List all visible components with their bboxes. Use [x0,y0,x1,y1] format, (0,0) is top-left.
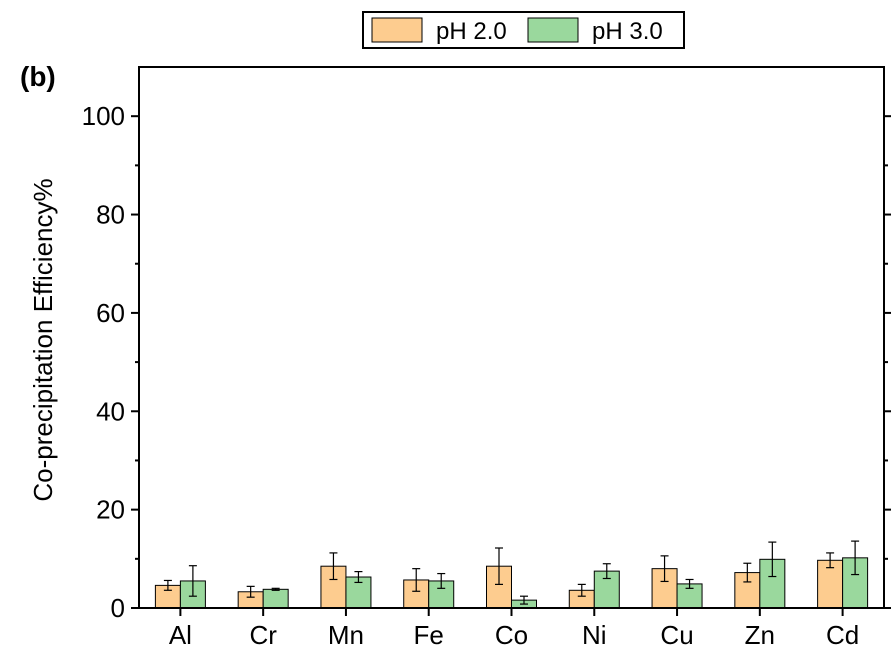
plot-area: 0 20 40 60 80 100 Al Cr Mn Fe Co Ni Cu Zn Cd [82,101,891,650]
x-tick-label-zn: Zn [745,620,775,648]
x-tick-label-mn: Mn [328,620,364,648]
y-tick-label: 100 [82,101,125,131]
legend-label-ph2: pH 2.0 [436,18,507,45]
x-tick-label-cd: Cd [826,620,859,648]
x-tick-label-cu: Cu [660,620,693,648]
y-tick-label: 20 [96,495,125,525]
y-tick-label: 40 [96,396,125,426]
legend-swatch-ph3 [527,17,579,43]
plot-frame [138,66,885,609]
y-axis-title: Co-precipitation Efficiency% [28,178,58,501]
legend-label-ph3: pH 3.0 [592,18,663,45]
x-tick-label-fe: Fe [414,620,444,648]
y-tick-label: 80 [96,200,125,230]
bar-fe-series-1 [428,580,455,609]
legend: pH 2.0 pH 3.0 [362,11,685,49]
panel-label: (b) [20,61,56,92]
legend-swatch-ph2 [371,17,423,43]
y-tick-label: 0 [111,593,125,623]
x-tick-label-ni: Ni [582,620,607,648]
y-tick-label: 60 [96,298,125,328]
x-tick-label-al: Al [169,620,192,648]
x-tick-label-cr: Cr [249,620,277,648]
bar-cr-series-1 [262,588,289,609]
x-tick-label-co: Co [495,620,528,648]
